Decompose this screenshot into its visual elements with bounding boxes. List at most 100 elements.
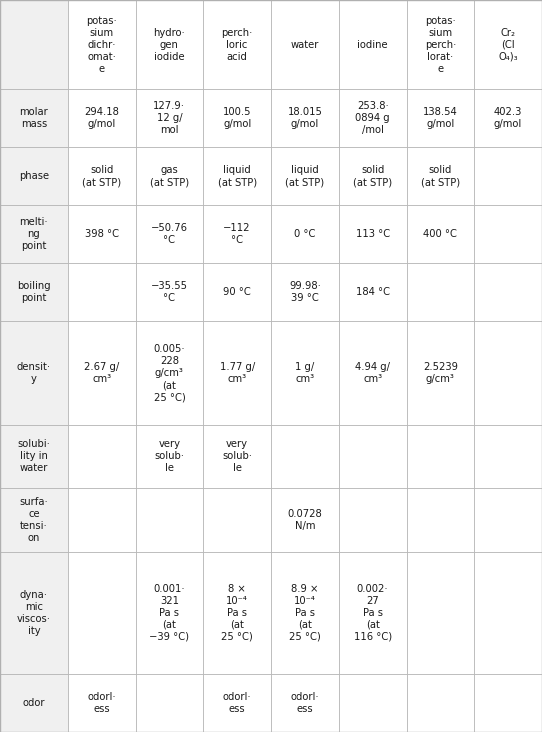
Text: 138.54
g/mol: 138.54 g/mol: [423, 107, 458, 129]
Bar: [474, 674, 542, 732]
Bar: [406, 425, 474, 488]
Text: 18.015
g/mol: 18.015 g/mol: [287, 107, 322, 129]
Text: surfa·
ce
tensi·
on: surfa· ce tensi· on: [20, 497, 48, 543]
Text: solid
(at STP): solid (at STP): [353, 165, 392, 187]
Text: water: water: [291, 40, 319, 50]
Text: 0.002·
27
Pa s
(at
116 °C): 0.002· 27 Pa s (at 116 °C): [353, 584, 392, 642]
Bar: [474, 425, 542, 488]
Text: odorl·
ess: odorl· ess: [87, 692, 116, 714]
Text: Cr₂
(Cl
O₄)₃: Cr₂ (Cl O₄)₃: [498, 28, 518, 61]
Bar: [68, 147, 136, 205]
Text: 398 °C: 398 °C: [85, 229, 119, 239]
Bar: [339, 0, 406, 89]
Bar: [406, 89, 474, 147]
Bar: [68, 264, 136, 321]
Bar: [0, 0, 68, 89]
Bar: [0, 205, 68, 264]
Text: solid
(at STP): solid (at STP): [421, 165, 460, 187]
Text: 2.67 g/
cm³: 2.67 g/ cm³: [84, 362, 119, 384]
Bar: [136, 147, 203, 205]
Bar: [271, 147, 339, 205]
Bar: [0, 89, 68, 147]
Text: −50.76
°C: −50.76 °C: [151, 223, 188, 245]
Text: liquid
(at STP): liquid (at STP): [217, 165, 257, 187]
Text: 113 °C: 113 °C: [356, 229, 390, 239]
Bar: [271, 205, 339, 264]
Bar: [0, 425, 68, 488]
Bar: [136, 488, 203, 552]
Bar: [0, 674, 68, 732]
Text: perch·
loric
acid: perch· loric acid: [222, 28, 253, 61]
Text: odorl·
ess: odorl· ess: [291, 692, 319, 714]
Bar: [339, 552, 406, 674]
Bar: [68, 552, 136, 674]
Bar: [136, 321, 203, 425]
Text: molar
mass: molar mass: [20, 107, 48, 129]
Bar: [68, 0, 136, 89]
Bar: [203, 147, 271, 205]
Bar: [203, 552, 271, 674]
Text: 8 ×
10⁻⁴
Pa s
(at
25 °C): 8 × 10⁻⁴ Pa s (at 25 °C): [221, 584, 253, 642]
Bar: [271, 321, 339, 425]
Text: 8.9 ×
10⁻⁴
Pa s
(at
25 °C): 8.9 × 10⁻⁴ Pa s (at 25 °C): [289, 584, 321, 642]
Text: odor: odor: [23, 698, 45, 708]
Text: phase: phase: [19, 171, 49, 182]
Bar: [136, 674, 203, 732]
Bar: [0, 147, 68, 205]
Bar: [339, 425, 406, 488]
Text: iodine: iodine: [357, 40, 388, 50]
Bar: [203, 321, 271, 425]
Bar: [339, 89, 406, 147]
Bar: [136, 0, 203, 89]
Bar: [406, 147, 474, 205]
Text: gas
(at STP): gas (at STP): [150, 165, 189, 187]
Bar: [339, 674, 406, 732]
Bar: [68, 488, 136, 552]
Bar: [203, 0, 271, 89]
Text: solubi·
lity in
water: solubi· lity in water: [17, 439, 50, 474]
Bar: [68, 205, 136, 264]
Bar: [339, 205, 406, 264]
Bar: [474, 205, 542, 264]
Bar: [136, 264, 203, 321]
Bar: [406, 321, 474, 425]
Text: densit·
y: densit· y: [17, 362, 51, 384]
Text: dyna·
mic
viscos·
ity: dyna· mic viscos· ity: [17, 590, 51, 636]
Text: −112
°C: −112 °C: [223, 223, 251, 245]
Bar: [406, 488, 474, 552]
Text: 4.94 g/
cm³: 4.94 g/ cm³: [355, 362, 390, 384]
Bar: [474, 0, 542, 89]
Text: liquid
(at STP): liquid (at STP): [285, 165, 325, 187]
Bar: [0, 552, 68, 674]
Bar: [271, 674, 339, 732]
Bar: [406, 552, 474, 674]
Text: solid
(at STP): solid (at STP): [82, 165, 121, 187]
Text: 90 °C: 90 °C: [223, 288, 251, 297]
Bar: [474, 488, 542, 552]
Bar: [339, 147, 406, 205]
Text: 402.3
g/mol: 402.3 g/mol: [494, 107, 522, 129]
Text: 0.005·
228
g/cm³
(at
25 °C): 0.005· 228 g/cm³ (at 25 °C): [153, 344, 185, 402]
Bar: [474, 321, 542, 425]
Text: potas·
sium
dichr·
omat·
e: potas· sium dichr· omat· e: [86, 15, 117, 73]
Text: 0.0728
N/m: 0.0728 N/m: [287, 509, 322, 531]
Text: 127.9·
12 g/
mol: 127.9· 12 g/ mol: [153, 101, 185, 135]
Bar: [0, 264, 68, 321]
Bar: [68, 321, 136, 425]
Text: 0 °C: 0 °C: [294, 229, 315, 239]
Bar: [203, 89, 271, 147]
Text: very
solub·
le: very solub· le: [154, 439, 184, 474]
Bar: [68, 425, 136, 488]
Text: 99.98·
39 °C: 99.98· 39 °C: [289, 281, 321, 304]
Bar: [136, 425, 203, 488]
Text: hydro·
gen
iodide: hydro· gen iodide: [153, 28, 185, 61]
Bar: [406, 205, 474, 264]
Text: 400 °C: 400 °C: [423, 229, 457, 239]
Text: −35.55
°C: −35.55 °C: [151, 281, 188, 304]
Bar: [271, 264, 339, 321]
Bar: [271, 0, 339, 89]
Bar: [474, 147, 542, 205]
Bar: [406, 0, 474, 89]
Bar: [339, 264, 406, 321]
Bar: [203, 425, 271, 488]
